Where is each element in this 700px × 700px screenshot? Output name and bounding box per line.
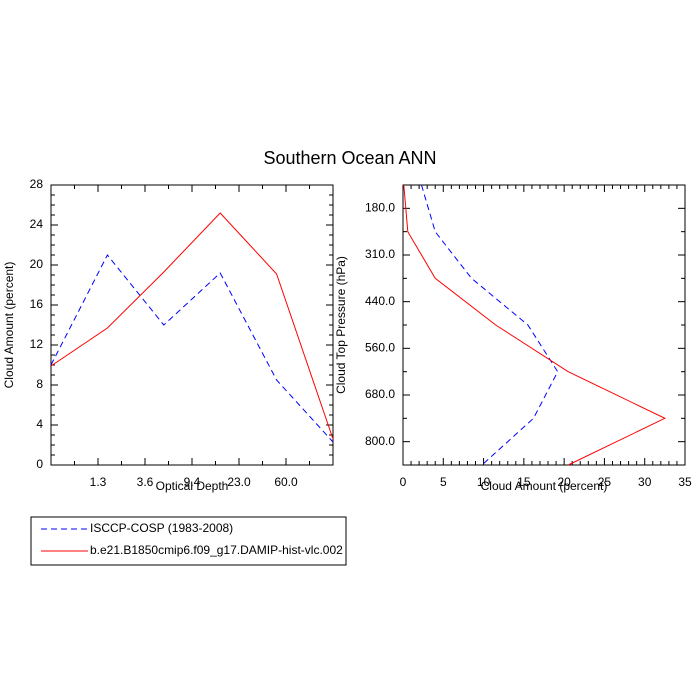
left-y-tick-label: 12 [30, 337, 44, 351]
left-y-tick-label: 24 [30, 217, 44, 231]
left-x-tick-label: 9.4 [184, 475, 201, 489]
right-y-tick-label: 310.0 [365, 247, 395, 261]
left-y-tick-label: 0 [36, 457, 43, 471]
left-y-tick-label: 16 [30, 297, 44, 311]
right-x-tick-label: 15 [517, 475, 531, 489]
legend-label: ISCCP-COSP (1983-2008) [90, 521, 233, 535]
right-x-tick-label: 5 [440, 475, 447, 489]
right-y-axis-title: Cloud Top Pressure (hPa) [334, 256, 348, 394]
legend-box [30, 516, 347, 566]
left-series-isccp-line [50, 254, 334, 443]
left-x-tick-label: 3.6 [137, 475, 154, 489]
right-series-model-line [403, 184, 667, 466]
right-series-isccp-line [421, 184, 559, 466]
left-y-tick-label: 28 [30, 177, 44, 191]
right-y-tick-label: 560.0 [365, 341, 395, 355]
left-x-tick-label: 60.0 [274, 475, 298, 489]
right-y-tick-label: 180.0 [365, 201, 395, 215]
legend: ISCCP-COSP (1983-2008) b.e21.B1850cmip6.f… [30, 516, 347, 566]
right-y-tick-label: 440.0 [365, 294, 395, 308]
right-x-axis-title: Cloud Amount (percent) [481, 479, 608, 493]
right-y-tick-label: 680.0 [365, 387, 395, 401]
left-y-axis-title: Cloud Amount (percent) [2, 262, 16, 389]
left-x-tick-label: 23.0 [227, 475, 251, 489]
left-y-tick-label: 20 [30, 257, 44, 271]
panel-optical-depth: Optical Depth Cloud Amount (percent) 0 4 8… [2, 177, 334, 493]
right-x-tick-label: 0 [400, 475, 407, 489]
right-x-tick-label: 30 [638, 475, 652, 489]
right-x-tick-label: 20 [557, 475, 571, 489]
right-plot-frame [402, 184, 686, 466]
left-y-tick-label: 4 [36, 417, 43, 431]
chart-title: Southern Ocean ANN [263, 148, 436, 168]
panel-cloud-top-pressure: Cloud Amount (percent) Cloud Top Pressur… [334, 184, 692, 493]
left-series-model-line [50, 212, 334, 440]
left-plot-frame [50, 184, 334, 466]
left-x-axis-title: Optical Depth [156, 479, 229, 493]
legend-label: b.e21.B1850cmip6.f09_g17.DAMIP-hist-vlc.… [90, 543, 343, 557]
left-x-tick-label: 1.3 [90, 475, 107, 489]
right-x-tick-label: 25 [598, 475, 612, 489]
right-y-tick-label: 800.0 [365, 434, 395, 448]
right-x-tick-label: 35 [678, 475, 692, 489]
left-y-tick-label: 8 [36, 377, 43, 391]
right-x-tick-label: 10 [477, 475, 491, 489]
